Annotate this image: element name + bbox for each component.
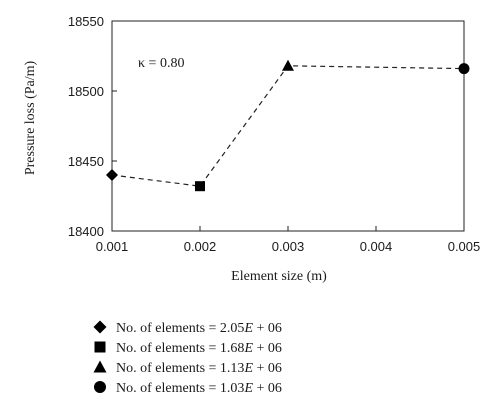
square-data-point — [195, 181, 205, 192]
square-legend-marker — [94, 341, 106, 353]
plot-frame — [111, 20, 465, 232]
legend: No. of elements = 2.05E + 06 No. of eleme… — [93, 320, 282, 396]
triangle-data-point — [282, 59, 294, 71]
legend-entry-label: No. of elements = 2.05E + 06 — [116, 321, 282, 336]
legend-entry-label: No. of elements = 1.68E + 06 — [116, 341, 282, 356]
y-tick-label: 18500 — [68, 84, 104, 99]
x-axis-title: Element size (m) — [231, 269, 327, 284]
kappa-annotation: κ = 0.80 — [138, 56, 184, 71]
diamond-legend-marker — [93, 320, 107, 334]
diamond-data-point — [106, 169, 118, 181]
circle-legend-marker — [94, 381, 106, 393]
plot-area: 0.001 0.002 0.003 0.004 0.005 18400 18450 18500… — [68, 14, 480, 254]
circle-data-point — [458, 63, 470, 75]
triangle-legend-marker — [93, 360, 107, 373]
y-tick-label: 18550 — [68, 14, 104, 29]
legend-entry-label: No. of elements = 1.03E + 06 — [116, 381, 282, 396]
dashed-connector-line — [111, 65, 465, 187]
y-tick-label: 18450 — [68, 154, 104, 169]
legend-entry-label: No. of elements = 1.13E + 06 — [116, 361, 282, 376]
y-tick-label: 18400 — [68, 224, 104, 239]
y-axis-title: Pressure loss (Pa/m) — [23, 61, 38, 176]
x-tick-label: 0.005 — [448, 239, 481, 254]
x-tick-label: 0.001 — [96, 239, 129, 254]
x-tick-label: 0.002 — [184, 239, 217, 254]
x-tick-label: 0.004 — [360, 239, 393, 254]
x-tick-label: 0.003 — [272, 239, 305, 254]
